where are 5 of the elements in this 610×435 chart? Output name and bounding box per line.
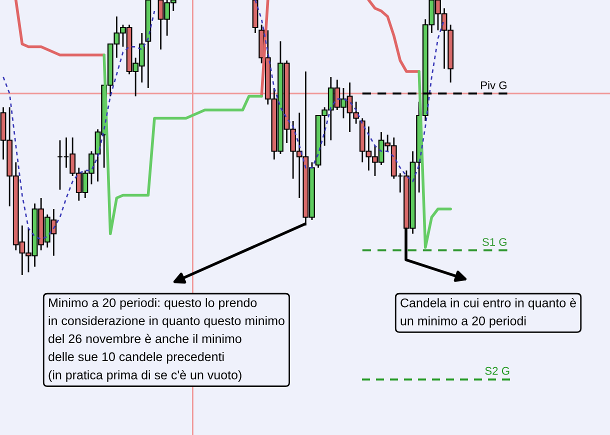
text: Minimo a 20 periodi: questo lo prendo in considerazione in quanto questo minimo del 26 novembre è anche il minimo delle sue 10 candele precedenti (in pratica prima di se c'è un vuoto) bbox=[48, 298, 284, 382]
text: Candela in cui entro in quanto è un minimo a 20 periodi bbox=[400, 298, 576, 328]
text: S2 G bbox=[485, 366, 510, 375]
series-label: S1 G bbox=[482, 238, 506, 246]
series-label: Piv G bbox=[481, 81, 506, 90]
